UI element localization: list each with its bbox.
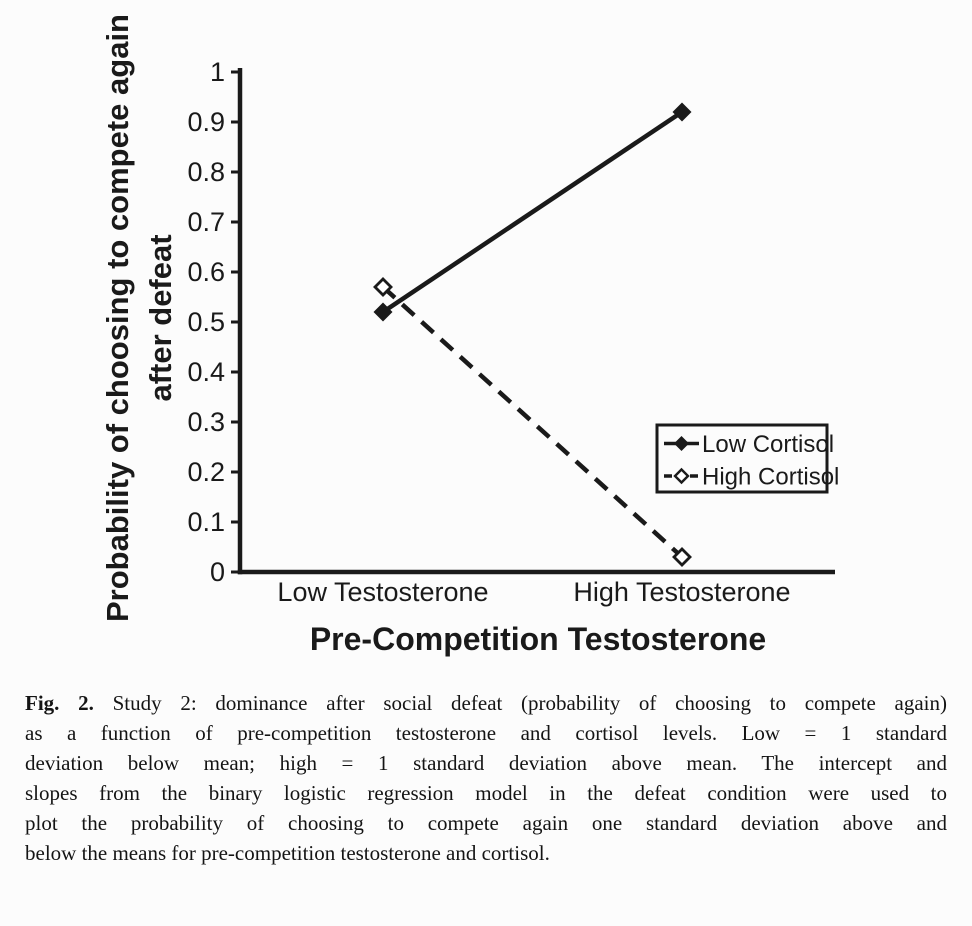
data-point-filled-diamond [373,302,393,322]
y-axis-tick-label: 0.4 [187,357,225,387]
legend-label: High Cortisol [702,464,839,491]
y-axis-tick-label: 0.5 [187,307,225,337]
caption-line-1: Fig. 2. Study 2: dominance after social … [25,688,947,718]
x-axis-category-label: Low Testosterone [277,577,488,607]
y-axis-tick-label: 0.3 [187,407,225,437]
y-axis-tick-label: 0.9 [187,107,225,137]
legend-box [655,423,829,494]
y-axis-title-line1: Probability of choosing to compete again [100,14,135,622]
data-point-open-diamond [672,547,692,567]
caption-line-1-text: Study 2: dominance after social defeat (… [112,691,947,715]
y-axis-tick-label: 1 [210,57,225,87]
x-axis-title: Pre-Competition Testosterone [310,621,766,657]
y-axis-tick-label: 0.7 [187,207,225,237]
y-axis-tick-label: 0.8 [187,157,225,187]
caption-line-5: plot the probability of choosing to comp… [25,811,947,835]
figure-caption: Fig. 2. Study 2: dominance after social … [25,688,947,868]
caption-line-6: below the means for pre-competition test… [25,841,550,865]
y-axis-tick-label: 0.1 [187,507,225,537]
series-line-high-cortisol [381,285,684,559]
caption-figure-label: Fig. 2. [25,691,94,715]
y-axis-tick-label: 0 [210,557,225,587]
caption-line-4: slopes from the binary logistic regressi… [25,781,947,805]
y-axis-tick-label: 0.2 [187,457,225,487]
legend-label: Low Cortisol [702,431,834,458]
y-axis-tick-label: 0.6 [187,257,225,287]
series-line-low-cortisol [381,110,684,314]
x-axis-category-label: High Testosterone [573,577,790,607]
caption-line-2: as a function of pre-competition testost… [25,721,947,745]
line-chart: 0 0.1 0.2 0.3 0.4 0.5 0.6 0.7 0.8 0.9 1 Low Testost… [100,14,839,657]
legend-marker-open-diamond [673,467,690,485]
y-axis-title-line2: after defeat [143,234,178,401]
data-point-filled-diamond [672,102,692,122]
data-point-open-diamond [373,277,393,297]
caption-line-3: deviation below mean; high = 1 standard … [25,751,947,775]
legend-marker-filled-diamond [674,436,689,451]
